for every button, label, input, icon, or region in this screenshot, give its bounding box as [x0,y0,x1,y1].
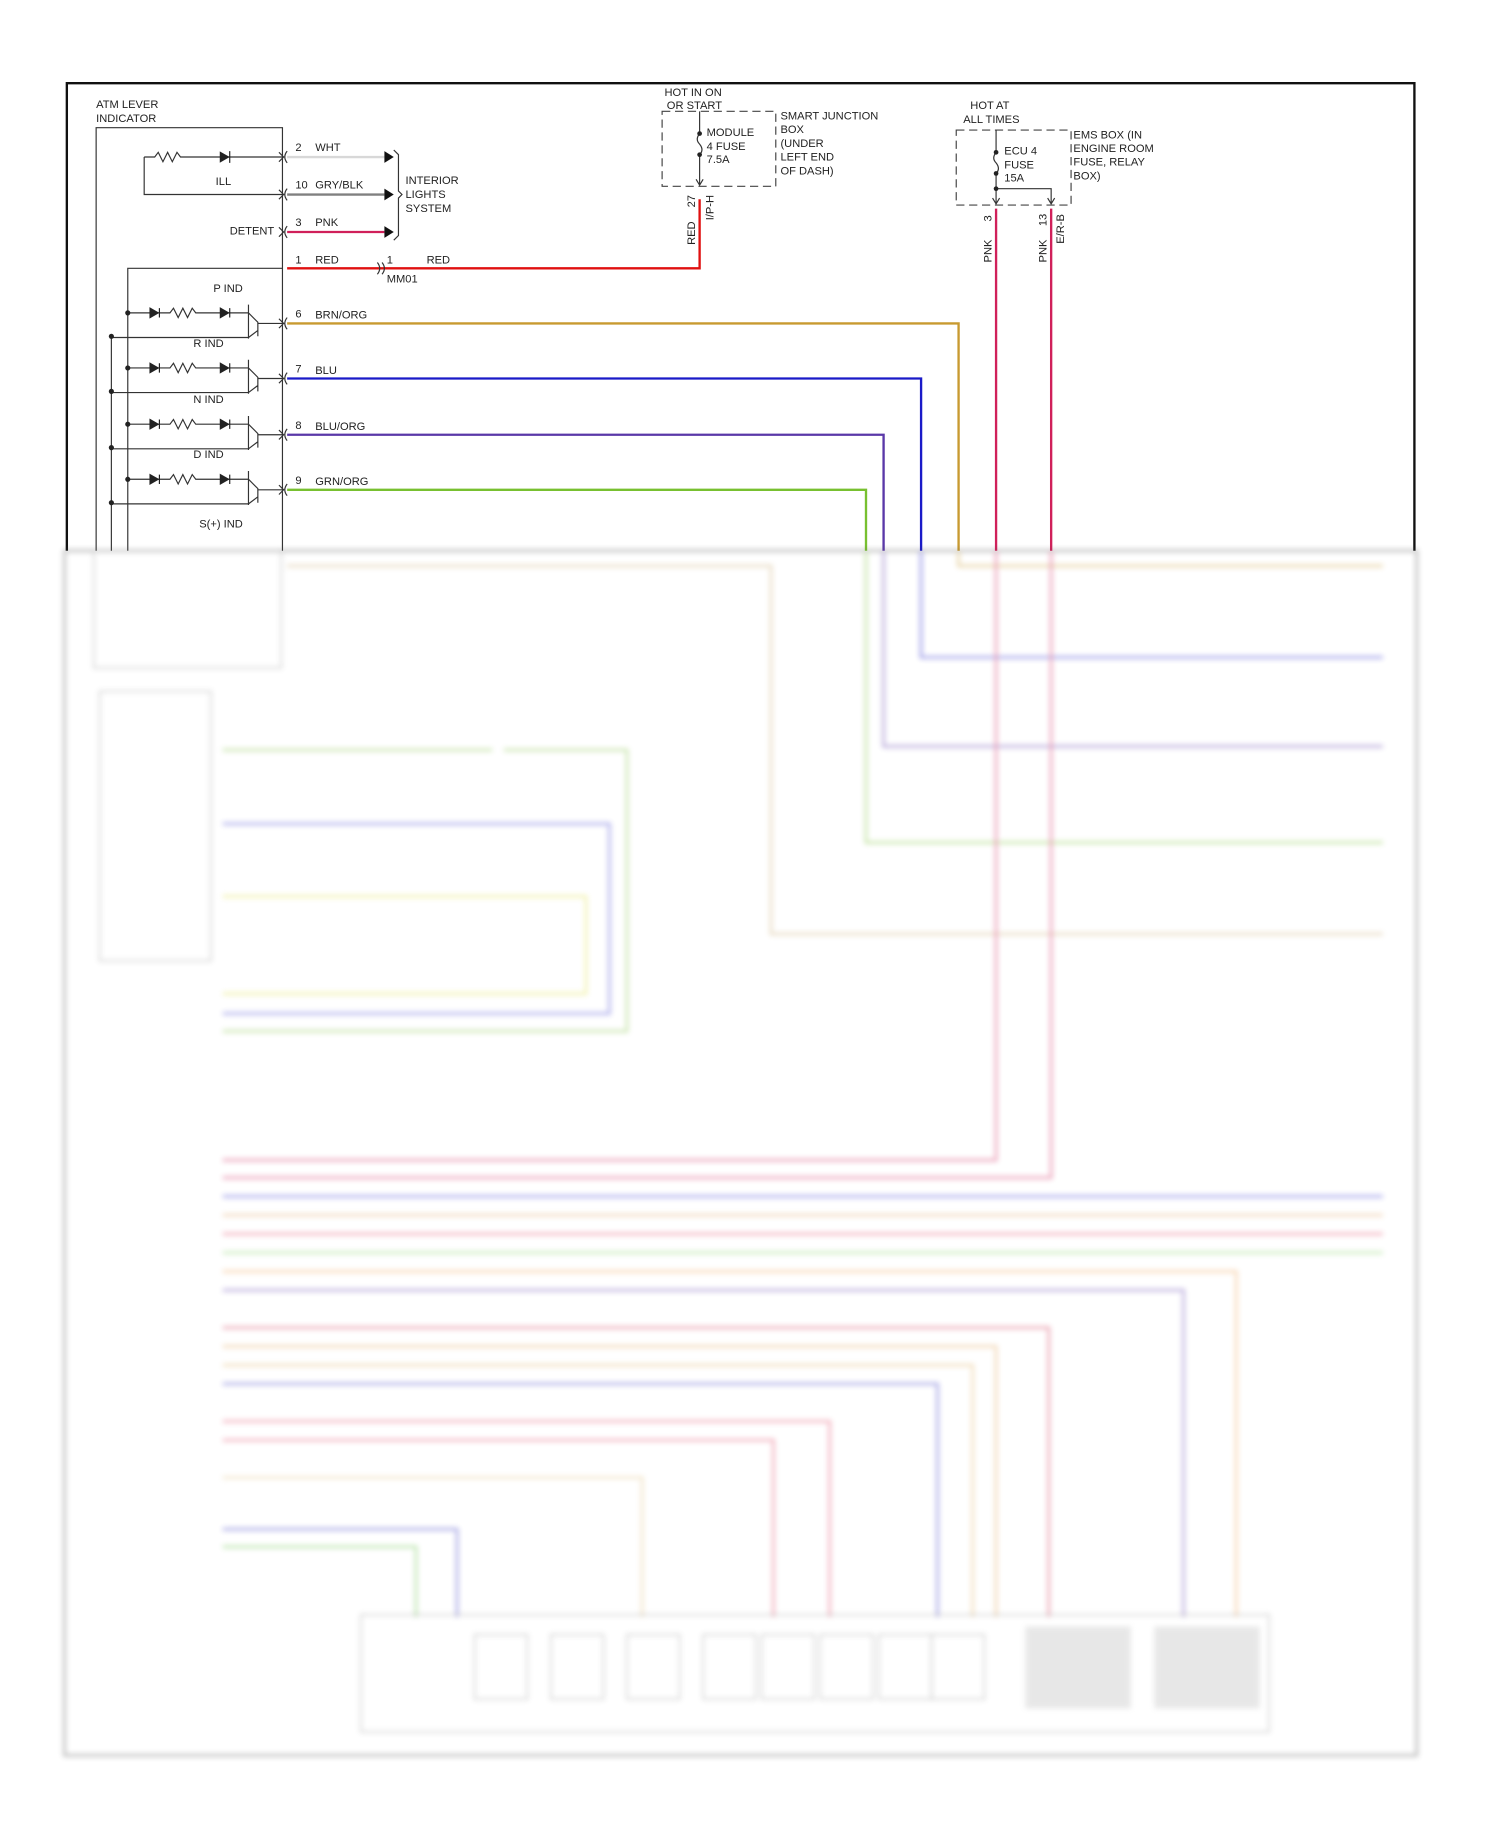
mm01-pin: 1 [387,255,393,267]
led-icon [219,151,231,163]
diode-icon [149,307,231,319]
detent-label: DETENT [230,225,275,237]
mm01-label: MM01 [387,273,418,285]
sjb-fuse-name-2: 4 FUSE [707,141,746,153]
sjb-wire-color: RED [686,221,698,244]
interior-label-2: LIGHTS [405,189,445,201]
power-pin: 1 [295,255,301,267]
wire-color: BLU [315,365,337,377]
ems-wire-a: PNK [982,239,994,262]
ems-wire-b: PNK [1037,239,1049,262]
connector-mm01 [376,262,385,275]
ems-pin-b: 13 [1037,214,1049,226]
ems-box [955,129,1072,206]
connector-icon [278,372,288,385]
sjb-description: SMART JUNCTION [780,111,878,123]
wire-color: GRN/ORG [315,476,368,488]
wire-pin: 8 [295,420,301,432]
indicator-label: P IND [213,283,242,295]
connector-icon [278,317,288,330]
wire-color: BLU/ORG [315,421,365,433]
indicator-wire-6 [287,322,960,551]
sjb-hot-label-2: OR START [667,100,722,112]
ems-connector: E/R-B [1055,214,1067,244]
indicator-circuit [111,415,283,450]
indicator-wire-9 [287,488,868,551]
diagram-frame [65,82,1416,551]
indicator-circuit [111,471,283,506]
wire-color: PNK [315,217,338,229]
sjb-fuse-rating: 7.5A [707,154,730,166]
connector-icon [278,188,288,201]
sjb-connector: I/P-H [705,195,717,220]
sjb-hot-label: HOT IN ON [664,87,721,99]
indicator-label: R IND [193,338,223,350]
wire-pin: 6 [295,309,301,321]
ecu4-fuse-icon [992,130,1056,206]
interior-bracket [393,149,403,241]
sjb-description: BOX [780,124,804,136]
ems-description: BOX) [1073,170,1100,182]
lever-title: ATM LEVER [96,99,158,111]
indicator-label: D IND [193,449,223,461]
ems-description: FUSE, RELAY [1073,157,1145,169]
ems-fuse-rating: 15A [1004,173,1024,185]
module4-fuse-icon [695,111,704,187]
lever-box [95,127,284,551]
wire-color: GRY/BLK [315,180,364,192]
power-color: RED [315,255,338,267]
connector-icon [278,483,288,497]
diode-icon [149,418,231,430]
ems-fuse-name: ECU 4 [1004,146,1037,158]
sjb-box [661,110,777,187]
ems-pin-a: 3 [982,215,994,221]
arrow-icon [384,188,394,201]
ems-hot-label-2: ALL TIMES [963,114,1019,126]
connector-icon [278,428,288,441]
wire-pin: 9 [295,475,301,487]
wire-pin: 2 [295,142,301,154]
obscured-diagram-area [63,549,1418,1757]
indicator-label: N IND [193,394,223,406]
ems-description: EMS BOX (IN [1073,129,1142,141]
wire-color: WHT [315,142,341,154]
ems-hot-label: HOT AT [970,100,1009,112]
sjb-fuse-name: MODULE [707,127,755,139]
connector-icon [278,150,288,164]
indicator-wire-7 [287,377,923,551]
ill-label: ILL [216,176,231,188]
sjb-pin: 27 [686,195,698,207]
ill-circuit [143,151,283,196]
wire-pin: 3 [295,217,301,229]
wire-color: BRN/ORG [315,310,367,322]
interior-label-3: SYSTEM [405,203,451,215]
indicator-label: S(+) IND [199,518,243,530]
diode-icon [149,362,231,374]
ems-description: ENGINE ROOM [1073,143,1153,155]
ems-fuse-name-2: FUSE [1004,160,1034,172]
arrow-icon [384,226,394,238]
sjb-description: (UNDER [780,138,823,150]
lever-title-2: INDICATOR [96,113,156,125]
sjb-description: LEFT END [780,152,834,164]
wire-pin: 7 [295,364,301,376]
diode-icon [149,473,231,485]
red-power-wire [287,199,701,270]
arrow-icon [384,151,394,163]
indicator-circuit [111,304,283,339]
wire-pin: 10 [295,180,307,192]
indicator-wire-8 [287,433,885,551]
connector-icon [278,225,288,239]
sjb-description: OF DASH) [780,165,833,177]
mm01-color: RED [427,255,451,267]
interior-label: INTERIOR [405,175,458,187]
lever-power-feed [127,267,283,551]
indicator-circuit [111,359,283,394]
